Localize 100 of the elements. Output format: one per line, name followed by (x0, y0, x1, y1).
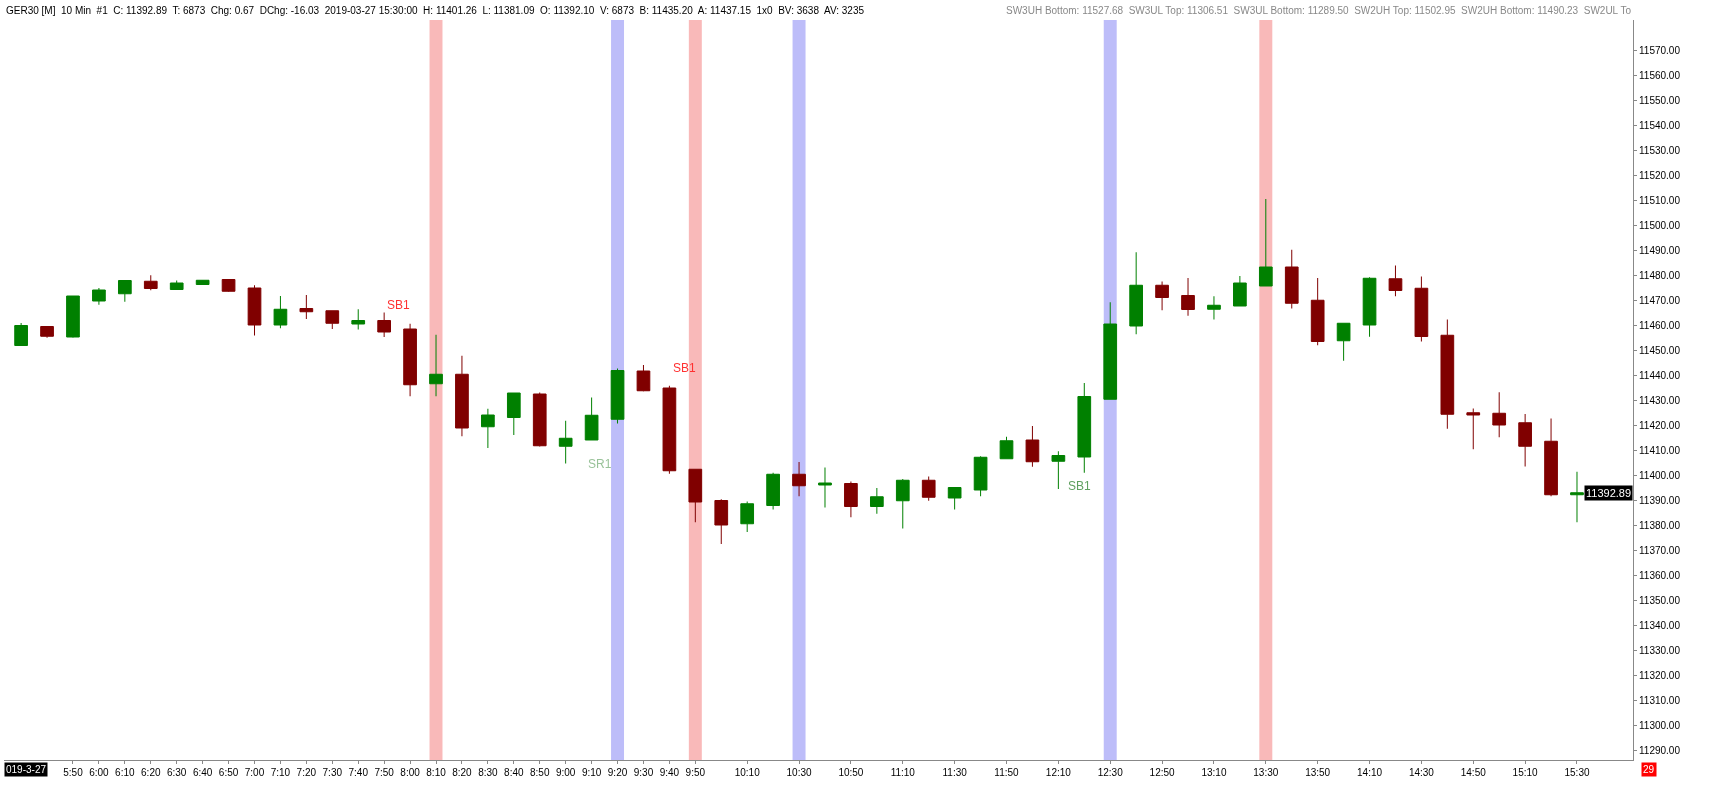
x-tick-label: 8:20 (452, 767, 473, 778)
x-tick-label: 5:50 (63, 767, 84, 778)
y-tick-label: 11470.00 (1639, 294, 1681, 306)
y-tick-label: 11450.00 (1639, 344, 1681, 356)
x-tick-label: 6:30 (166, 767, 187, 778)
x-tick-label: 7:20 (296, 767, 317, 778)
y-tick-label: 11290.00 (1639, 744, 1681, 756)
x-tick-label: 7:00 (244, 767, 265, 778)
candlestick (636, 364, 651, 392)
candlestick (169, 280, 184, 290)
candlestick (947, 487, 962, 510)
candlestick (221, 279, 236, 293)
text: 019-3-27 (6, 764, 47, 775)
candlestick (999, 436, 1014, 460)
candlestick (1336, 322, 1351, 362)
candlestick (195, 279, 210, 286)
x-tick-label: 10:30 (786, 767, 812, 778)
annotation: SR1 (588, 457, 612, 471)
candlestick (1544, 418, 1558, 497)
x-tick-label: 6:20 (141, 767, 161, 778)
candlestick (1077, 382, 1092, 474)
y-tick-label: 11340.00 (1639, 619, 1681, 631)
candlestick (299, 294, 314, 320)
x-tick-label: 12:50 (1149, 767, 1176, 778)
candlestick (532, 392, 547, 447)
candlestick (1362, 276, 1377, 338)
candlestick (325, 310, 340, 330)
candlestick (377, 312, 391, 338)
x-tick-label: 13:10 (1201, 767, 1227, 778)
x-tick-label: 14:10 (1357, 767, 1383, 778)
candlestick (92, 287, 106, 306)
x-tick-label: 7:50 (374, 767, 395, 778)
candlestick (1518, 413, 1532, 467)
candlestick (740, 501, 755, 533)
candlestick (921, 476, 936, 502)
candlestick (1207, 295, 1221, 320)
candlestick (273, 295, 288, 329)
text: GER30 [M] 10 Min #1 C: 11392.89 T: 6873 Chg: 0.67 DChg: -16.03 2019-03-27 15:30:00 H: 11401.26 L: 11381.09 O: 11392.10 V: 6873 B: 11435.20 A: 11437.15 1x0 BV: 3638 AV: 3235 (6, 5, 865, 16)
y-tick-label: 11300.00 (1639, 719, 1681, 731)
candlestick (766, 472, 780, 510)
candlestick (1388, 265, 1403, 297)
candlestick (1181, 277, 1195, 317)
x-tick-label: 9:10 (581, 767, 602, 778)
y-tick-label: 11400.00 (1639, 469, 1681, 481)
candlestick (117, 279, 132, 303)
annotation: SB1 (1068, 479, 1092, 493)
y-tick-label: 11500.00 (1639, 219, 1681, 231)
x-tick-label: 15:30 (1564, 767, 1590, 778)
y-tick-label: 11490.00 (1639, 244, 1681, 256)
x-tick-label: 9:00 (555, 767, 576, 778)
candlestick (792, 461, 806, 497)
x-tick-label: 10:10 (734, 767, 761, 778)
x-tick-label: 11:30 (942, 767, 968, 778)
x-tick-label: 7:40 (348, 767, 369, 778)
candlestick (247, 284, 262, 336)
y-tick-label: 11530.00 (1639, 144, 1681, 156)
text: 29 (1643, 764, 1655, 775)
annotation: SB1 (387, 298, 411, 312)
candlestick (584, 397, 599, 441)
y-tick-label: 11430.00 (1639, 394, 1681, 406)
y-tick-label: 11320.00 (1639, 669, 1681, 681)
x-tick-label: 8:00 (400, 767, 421, 778)
y-tick-label: 11380.00 (1639, 519, 1681, 531)
candlestick (662, 385, 677, 475)
x-tick-label: 14:30 (1408, 767, 1435, 778)
candlestick (844, 481, 858, 518)
candlestick (558, 420, 573, 464)
y-tick-label: 11540.00 (1639, 119, 1681, 131)
x-tick-label: 14:50 (1460, 767, 1487, 778)
candlestick (351, 308, 366, 330)
y-tick-label: 11360.00 (1639, 569, 1681, 581)
y-tick-label: 11370.00 (1639, 544, 1681, 556)
y-tick-label: 11420.00 (1639, 419, 1681, 431)
candlestick (1284, 249, 1299, 309)
candlestick (818, 467, 832, 508)
x-tick-label: 8:30 (478, 767, 499, 778)
candlestick (403, 323, 417, 397)
candlestick (14, 322, 28, 346)
x-tick-label: 13:50 (1305, 767, 1331, 778)
x-tick-label: 9:30 (633, 767, 654, 778)
y-tick-label: 11440.00 (1639, 369, 1681, 381)
x-tick-label: 7:30 (322, 767, 343, 778)
y-tick-label: 11330.00 (1639, 644, 1681, 656)
x-tick-label: 9:20 (607, 767, 628, 778)
annotation: 11392.89 (1586, 487, 1632, 499)
candlestick (1051, 450, 1066, 490)
y-tick-label: 11410.00 (1639, 444, 1681, 456)
x-tick-label: 8:40 (504, 767, 524, 778)
candlestick (1310, 277, 1325, 346)
candlestick (481, 408, 495, 449)
candlestick (143, 274, 158, 291)
candlestick (1492, 391, 1507, 438)
y-tick-label: 11550.00 (1639, 94, 1681, 106)
candlestick (869, 487, 884, 515)
candlestick (1025, 425, 1040, 468)
y-tick-label: 11480.00 (1639, 269, 1681, 281)
x-tick-label: 6:50 (218, 767, 239, 778)
y-tick-label: 11570.00 (1639, 44, 1681, 56)
x-tick-label: 11:50 (994, 767, 1020, 778)
y-tick-label: 11510.00 (1639, 194, 1681, 206)
